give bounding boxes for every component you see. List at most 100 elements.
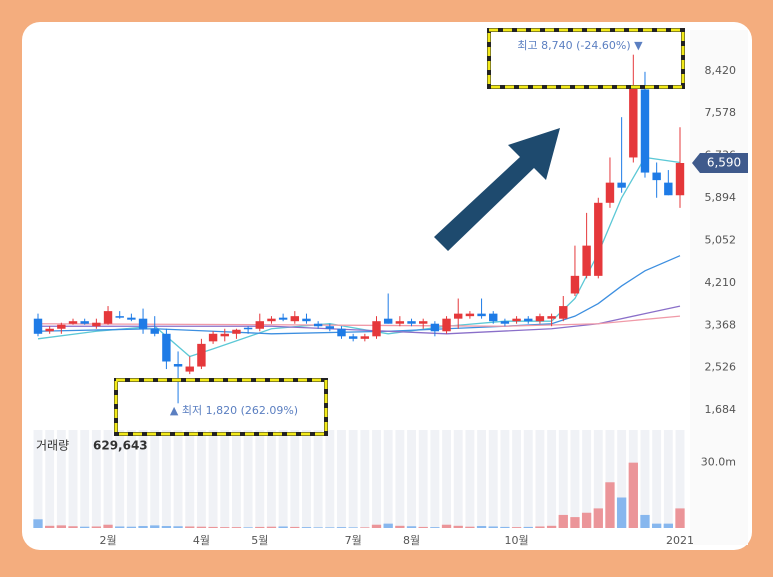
volume-stripe xyxy=(313,430,323,528)
volume-stripe xyxy=(302,430,311,528)
moving-average xyxy=(38,305,681,335)
volume-stripe xyxy=(80,430,90,528)
volume-bar xyxy=(546,525,557,528)
volume-stripe xyxy=(430,430,440,528)
volume-bar xyxy=(80,526,90,528)
volume-bar xyxy=(290,526,300,528)
candle-body xyxy=(255,321,264,329)
candle-body xyxy=(150,328,159,334)
candle-body xyxy=(664,182,673,196)
volume-bar xyxy=(476,526,487,528)
volume-stripe xyxy=(337,430,346,528)
volume-bar xyxy=(266,526,277,528)
candle-body xyxy=(173,364,183,367)
volume-bar xyxy=(255,526,265,528)
candle-body xyxy=(559,306,568,319)
volume-stripe xyxy=(675,430,685,528)
candle-body xyxy=(57,324,66,329)
volume-stripe xyxy=(290,430,300,528)
x-tick-label: 5월 xyxy=(251,534,268,547)
volume-stripe xyxy=(45,430,55,528)
candle-body xyxy=(45,328,54,332)
volume-stripe xyxy=(115,430,125,528)
candle-body xyxy=(547,316,556,319)
volume-stripe xyxy=(442,430,451,528)
volume-bar xyxy=(663,523,673,528)
volume-bar xyxy=(138,526,148,528)
y-tick-label: 5,894 xyxy=(705,191,737,204)
volume-stripe xyxy=(138,430,148,528)
candle-body xyxy=(325,326,335,329)
x-tick-label: 7월 xyxy=(345,534,362,547)
last-price-tag xyxy=(692,153,748,174)
candle-body xyxy=(232,329,241,334)
volume-bar xyxy=(640,514,650,528)
candle-body xyxy=(290,316,300,322)
volume-bar xyxy=(441,524,452,528)
volume-bar xyxy=(523,526,533,528)
volume-bar xyxy=(173,526,183,528)
candle-body xyxy=(570,275,580,294)
candle-body xyxy=(127,317,136,320)
volume-bar xyxy=(383,523,393,528)
candle-body xyxy=(92,322,101,327)
volume-bar xyxy=(185,526,195,528)
volume-stripe xyxy=(477,430,486,528)
volume-stripe xyxy=(488,430,498,528)
volume-bar xyxy=(301,527,312,528)
volume-bar xyxy=(208,526,218,528)
volume-bar xyxy=(91,526,102,528)
moving-average xyxy=(37,315,681,327)
volume-bar xyxy=(395,525,405,528)
volume-stripe xyxy=(512,430,522,528)
volume-bar xyxy=(465,526,475,528)
volume-bar xyxy=(348,527,358,528)
volume-stripe xyxy=(126,430,136,528)
volume-bar xyxy=(430,527,440,528)
candle-body xyxy=(103,311,113,324)
arrow xyxy=(434,128,560,251)
volume-bar xyxy=(651,523,662,528)
volume-bar xyxy=(231,527,242,528)
volume-bar xyxy=(325,527,335,528)
candle-body xyxy=(302,318,311,322)
candle-body xyxy=(605,182,615,203)
volume-bar xyxy=(616,497,627,528)
volume-stripe xyxy=(56,430,66,528)
volume-bar xyxy=(68,526,78,528)
candle-body xyxy=(489,313,498,322)
volume-stripe xyxy=(220,430,230,528)
candle-body xyxy=(185,366,194,372)
volume-tick-label: 30.0m xyxy=(701,456,736,469)
volume-stripe xyxy=(243,430,253,528)
candle-body xyxy=(617,182,626,188)
candle-body xyxy=(407,321,416,324)
candle-body xyxy=(197,343,206,367)
candle-body xyxy=(524,318,533,322)
candle-body xyxy=(33,318,43,334)
candle-body xyxy=(68,321,78,324)
volume-bar xyxy=(675,508,685,528)
candle-body xyxy=(208,333,218,342)
candle-body xyxy=(465,313,475,317)
x-tick-label: 10월 xyxy=(505,534,529,547)
candle-body xyxy=(500,321,510,324)
candle-body xyxy=(115,316,124,318)
volume-stripe xyxy=(232,430,241,528)
highlight-box xyxy=(114,378,328,436)
candle-body xyxy=(535,316,545,322)
volume-stripe xyxy=(535,430,545,528)
volume-bar xyxy=(360,527,370,528)
candle-body xyxy=(313,323,323,327)
volume-bar xyxy=(570,517,580,528)
volume-bar xyxy=(418,526,428,528)
candle-body xyxy=(267,318,276,322)
volume-stripe xyxy=(418,430,428,528)
volume-stripe xyxy=(267,430,276,528)
y-tick-label: 3,368 xyxy=(705,318,737,331)
candle-body xyxy=(512,318,521,322)
candle-body xyxy=(582,245,591,276)
candle-body xyxy=(337,328,346,337)
volume-stripe xyxy=(500,430,510,528)
